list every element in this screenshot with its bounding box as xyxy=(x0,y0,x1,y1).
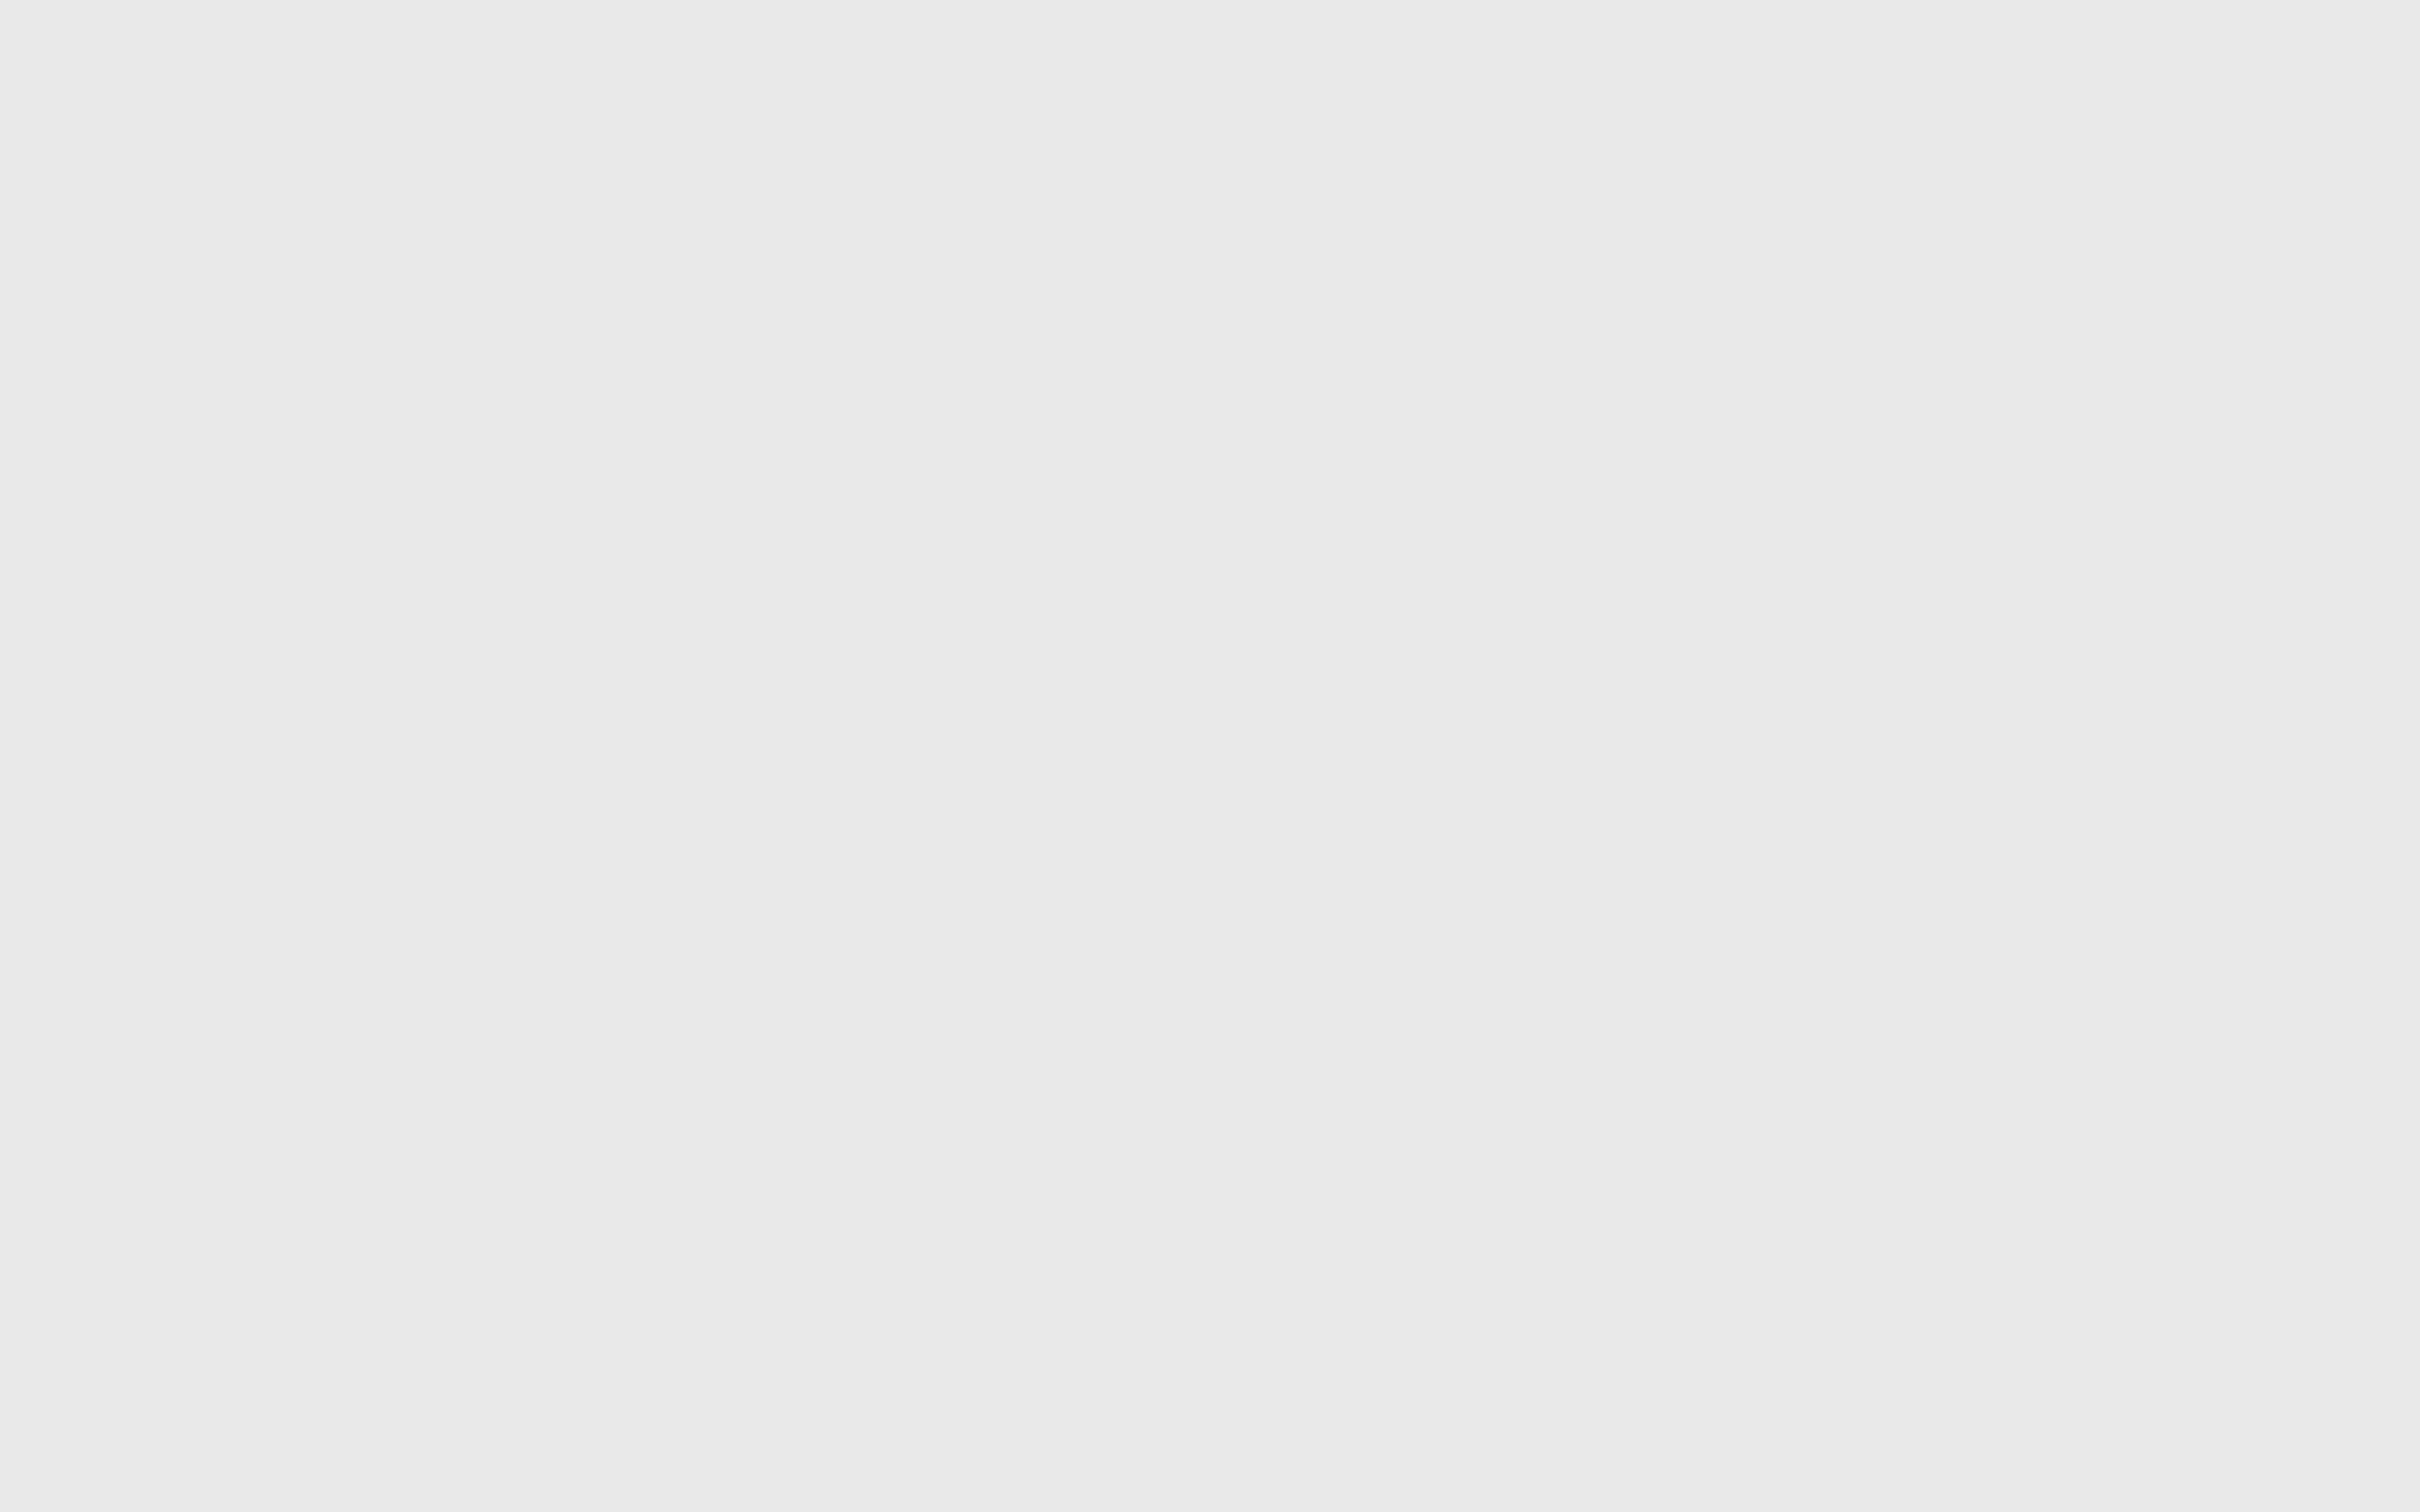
kaleidoscope-board xyxy=(0,0,2420,1512)
